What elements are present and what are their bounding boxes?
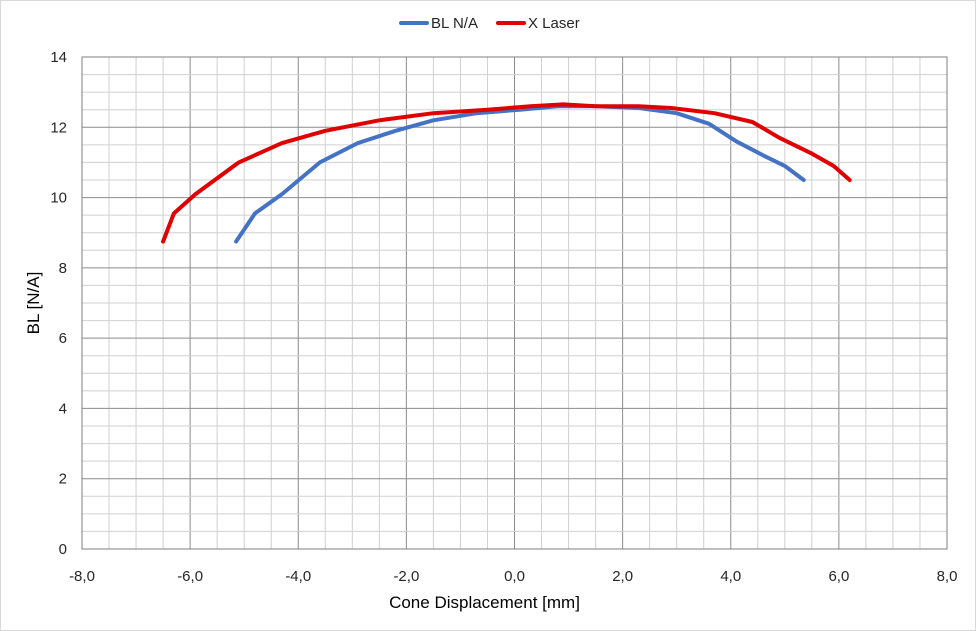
x-tick-label: 2,0 (612, 568, 633, 585)
x-tick-label: -6,0 (177, 568, 203, 585)
plot-area-border (81, 56, 948, 550)
y-tick-label: 0 (59, 541, 67, 558)
x-tick-label: -8,0 (69, 568, 95, 585)
x-tick-label: 6,0 (828, 568, 849, 585)
legend-label: BL N/A (431, 15, 478, 32)
x-tick-label: 4,0 (720, 568, 741, 585)
legend-label: X Laser (528, 15, 580, 32)
y-tick-label: 4 (59, 400, 67, 417)
x-axis-title: Cone Displacement [mm] (389, 593, 580, 612)
series-line-1 (234, 104, 806, 244)
x-tick-label: 0,0 (504, 568, 525, 585)
x-axis-ticks: -8,0 -6,0 -4,0 -2,0 0,0 2,0 4,0 6,0 8,0 (69, 568, 957, 585)
y-tick-label: 12 (50, 119, 67, 136)
y-tick-label: 8 (59, 260, 67, 277)
y-tick-label: 10 (50, 190, 67, 207)
x-tick-label: -4,0 (285, 568, 311, 585)
y-axis-ticks: 0 2 4 6 8 10 12 14 (50, 49, 67, 558)
legend: BL N/A X Laser (399, 15, 580, 32)
series-line-2 (161, 102, 852, 244)
x-tick-label: -2,0 (393, 568, 419, 585)
y-tick-label: 14 (50, 49, 67, 66)
grid (81, 56, 948, 550)
series-group (161, 102, 852, 244)
y-tick-label: 6 (59, 330, 67, 347)
y-tick-label: 2 (59, 471, 67, 488)
x-tick-label: 8,0 (937, 568, 958, 585)
y-axis-title: BL [N/A] (24, 272, 43, 335)
